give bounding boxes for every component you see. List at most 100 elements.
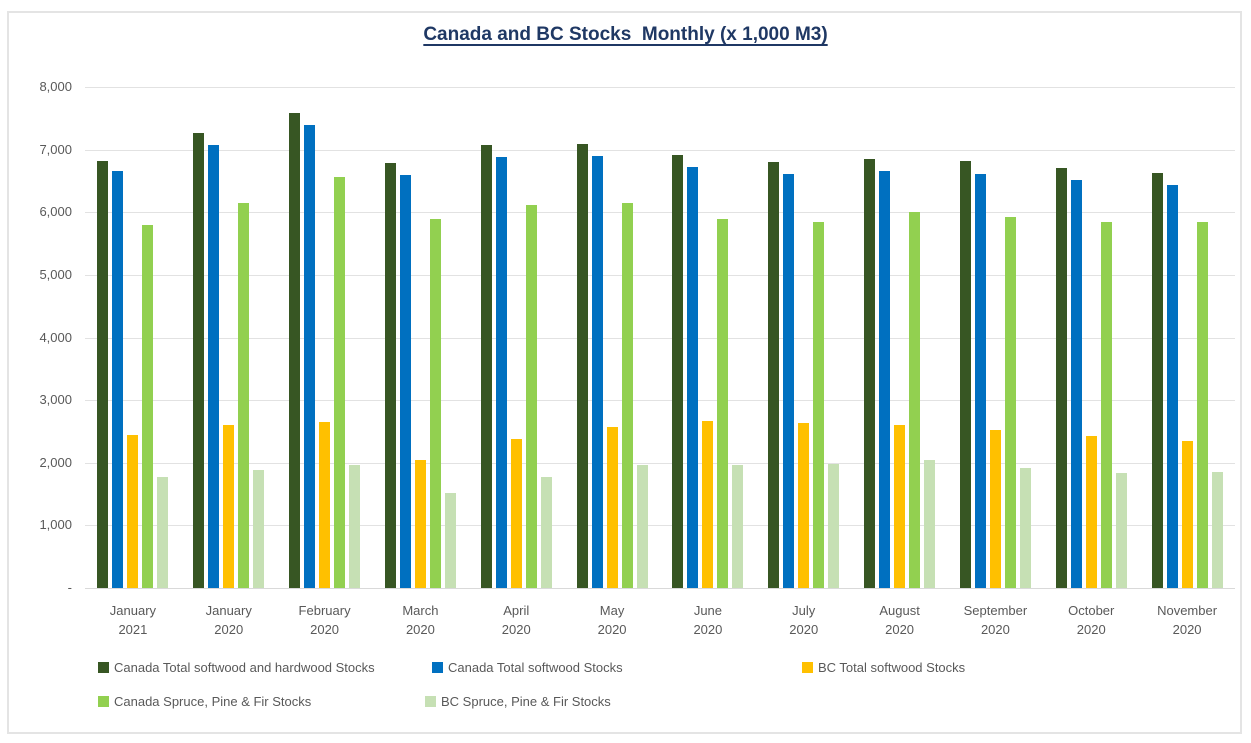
legend-swatch xyxy=(432,661,443,673)
bar-group xyxy=(480,87,552,588)
bar xyxy=(591,155,603,588)
bar xyxy=(687,167,699,588)
x-axis-label: January 2020 xyxy=(181,601,277,639)
legend-label: BC Spruce, Pine & Fir Stocks xyxy=(441,693,611,709)
bar-group xyxy=(959,87,1031,588)
bar xyxy=(384,163,396,588)
y-axis-tick-label: 2,000 xyxy=(39,454,72,470)
bar xyxy=(223,425,235,588)
bar xyxy=(510,438,522,588)
bar xyxy=(1166,185,1178,588)
bar xyxy=(783,174,795,588)
bar xyxy=(399,174,411,588)
bar xyxy=(702,421,714,588)
bar xyxy=(909,212,921,588)
plot-area xyxy=(85,87,1235,589)
bar xyxy=(1055,168,1067,588)
x-axis-label-year: 2020 xyxy=(405,622,435,637)
y-axis-tick-label: 3,000 xyxy=(39,392,72,408)
x-axis-label: July 2020 xyxy=(756,601,852,639)
x-axis-label-year: 2020 xyxy=(214,622,244,637)
x-axis-label: May 2020 xyxy=(564,601,660,639)
legend-swatch xyxy=(802,661,813,673)
bar xyxy=(1019,468,1031,588)
y-axis-tick-label: 4,000 xyxy=(39,329,72,345)
bar-group xyxy=(576,87,648,588)
bar xyxy=(334,177,346,588)
bar-group xyxy=(384,87,456,588)
bar xyxy=(606,427,618,588)
bar xyxy=(238,202,250,588)
legend-label: BC Total softwood Stocks xyxy=(818,659,966,675)
x-axis-label: August 2020 xyxy=(852,601,948,639)
bar xyxy=(127,435,139,588)
bar xyxy=(193,132,205,588)
x-axis-label-month: April xyxy=(503,603,530,618)
bar xyxy=(112,170,124,588)
y-axis-tick-label: 8,000 xyxy=(39,79,72,94)
bar xyxy=(1004,216,1016,588)
bar xyxy=(414,460,426,588)
y-axis-tick-label: 5,000 xyxy=(39,266,72,282)
x-axis-label-year: 2020 xyxy=(1076,622,1106,637)
bar xyxy=(157,476,169,588)
bar xyxy=(974,174,986,588)
bar xyxy=(253,470,265,588)
legend-label: Canada Total softwood Stocks xyxy=(448,659,623,675)
x-axis-label: September 2020 xyxy=(948,601,1044,639)
x-axis-label: March 2020 xyxy=(373,601,469,639)
bar xyxy=(621,202,633,588)
bar xyxy=(525,205,537,588)
bar xyxy=(349,464,361,588)
gridline xyxy=(85,87,1235,88)
bar xyxy=(1211,472,1223,588)
legend-swatch xyxy=(98,695,109,707)
bar-group xyxy=(97,87,169,588)
x-axis-label-month: October xyxy=(1068,603,1115,618)
bar xyxy=(879,170,891,588)
x-axis-label-month: February xyxy=(298,603,351,618)
bar xyxy=(444,492,456,588)
x-axis-label-month: January xyxy=(205,603,252,618)
x-axis-label: February 2020 xyxy=(277,601,373,639)
x-axis-label: November 2020 xyxy=(1139,601,1235,639)
bar xyxy=(732,465,744,588)
x-axis-label-month: May xyxy=(599,603,625,618)
x-axis-label-year: 2020 xyxy=(310,622,340,637)
x-axis-label-month: January xyxy=(109,603,157,618)
bar xyxy=(289,113,301,588)
bar xyxy=(828,464,840,588)
y-axis-tick-label: 1,000 xyxy=(39,517,72,533)
x-axis-label-month: August xyxy=(879,603,920,618)
x-axis-label-month: June xyxy=(693,603,723,618)
bar xyxy=(798,422,810,588)
legend-label: Canada Spruce, Pine & Fir Stocks xyxy=(114,693,312,709)
bar xyxy=(540,477,552,588)
x-axis-label: June 2020 xyxy=(660,601,756,639)
x-axis-label-year: 2020 xyxy=(1172,622,1202,637)
legend-swatch xyxy=(425,695,436,707)
bar xyxy=(1070,180,1082,588)
gridline xyxy=(85,212,1235,214)
bar xyxy=(1115,472,1127,588)
bar-group xyxy=(193,87,265,588)
x-axis-label-year: 2021 xyxy=(118,622,148,637)
bar xyxy=(959,160,971,588)
bar-group xyxy=(672,87,744,588)
bar xyxy=(576,144,588,588)
gridline xyxy=(85,274,1235,276)
gridline xyxy=(85,462,1235,464)
gridline xyxy=(85,525,1235,527)
legend-swatch xyxy=(98,661,109,673)
bar-group xyxy=(289,87,361,588)
gridline xyxy=(85,149,1235,151)
x-axis-label: January 2021 xyxy=(85,601,181,639)
bar-group xyxy=(1151,87,1223,588)
bar xyxy=(429,218,441,588)
bar xyxy=(717,218,729,588)
bar-group xyxy=(768,87,840,588)
x-axis-label-month: March xyxy=(402,603,439,618)
bar xyxy=(319,422,331,588)
legend-item: BC Total softwood Stocks xyxy=(802,659,966,675)
